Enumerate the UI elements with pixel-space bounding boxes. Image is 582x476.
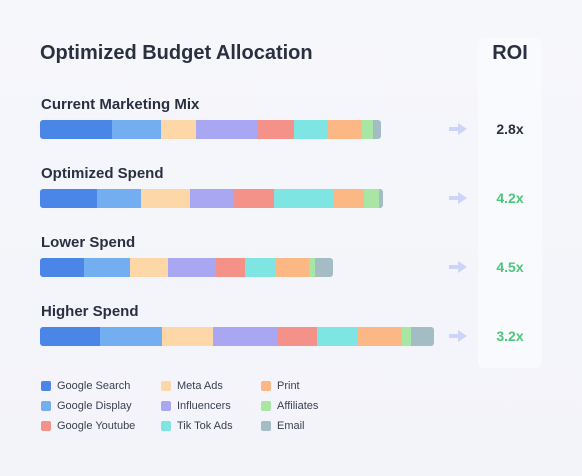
bar-segment-email xyxy=(379,189,383,208)
roi-value: 4.5x xyxy=(496,259,524,275)
legend-item-influencers: Influencers xyxy=(161,400,231,412)
bar-segment-meta-ads xyxy=(162,327,213,346)
row-label: Current Marketing Mix xyxy=(41,96,200,113)
row-label: Optimized Spend xyxy=(41,165,164,182)
legend-swatch xyxy=(161,401,171,411)
bar-segment-google-search xyxy=(40,189,97,208)
bar-segment-affiliates xyxy=(309,258,315,277)
bar-segment-google-youtube xyxy=(216,258,245,277)
legend-item-google-display: Google Display xyxy=(41,400,132,412)
row-label: Lower Spend xyxy=(41,234,136,251)
bar-segment-google-display xyxy=(97,189,141,208)
bar-segment-google-youtube xyxy=(277,327,317,346)
legend-item-tik-tok-ads: Tik Tok Ads xyxy=(161,420,233,432)
page-title: Optimized Budget Allocation xyxy=(40,42,313,64)
bar-segment-google-youtube xyxy=(257,120,294,139)
legend-label: Email xyxy=(277,420,305,432)
bar-segment-google-display xyxy=(100,327,162,346)
allocation-bar xyxy=(40,120,381,139)
bar-segment-affiliates xyxy=(362,120,373,139)
legend-swatch xyxy=(261,421,271,431)
arrow-right-icon xyxy=(449,192,467,204)
bar-segment-google-display xyxy=(84,258,130,277)
bar-segment-google-search xyxy=(40,120,112,139)
allocation-bar xyxy=(40,189,383,208)
arrow-right-icon xyxy=(449,123,467,135)
bar-segment-email xyxy=(315,258,333,277)
bar-segment-meta-ads xyxy=(130,258,168,277)
roi-value: 3.2x xyxy=(496,328,524,344)
legend-swatch xyxy=(161,381,171,391)
allocation-bar xyxy=(40,258,333,277)
bar-segment-print xyxy=(327,120,362,139)
bar-segment-google-search xyxy=(40,258,84,277)
bar-segment-email xyxy=(373,120,381,139)
bar-segment-email xyxy=(411,327,434,346)
bar-segment-tik-tok-ads xyxy=(245,258,275,277)
legend-item-print: Print xyxy=(261,380,300,392)
bar-segment-influencers xyxy=(196,120,257,139)
bar-segment-influencers xyxy=(213,327,277,346)
legend-item-meta-ads: Meta Ads xyxy=(161,380,223,392)
bar-segment-print xyxy=(334,189,364,208)
legend-swatch xyxy=(41,401,51,411)
legend-label: Google Youtube xyxy=(57,420,136,432)
allocation-bar xyxy=(40,327,434,346)
roi-header: ROI xyxy=(492,42,528,64)
bar-segment-affiliates xyxy=(402,327,411,346)
bar-segment-print xyxy=(357,327,402,346)
legend-label: Tik Tok Ads xyxy=(177,420,233,432)
legend-swatch xyxy=(261,401,271,411)
bar-segment-tik-tok-ads xyxy=(294,120,327,139)
legend-label: Meta Ads xyxy=(177,380,223,392)
bar-segment-google-youtube xyxy=(234,189,274,208)
bar-segment-tik-tok-ads xyxy=(317,327,357,346)
bar-segment-meta-ads xyxy=(161,120,196,139)
bar-segment-meta-ads xyxy=(141,189,190,208)
legend-swatch xyxy=(41,421,51,431)
legend-label: Affiliates xyxy=(277,400,319,412)
legend-label: Print xyxy=(277,380,300,392)
bar-segment-google-search xyxy=(40,327,100,346)
legend-swatch xyxy=(261,381,271,391)
legend-item-google-youtube: Google Youtube xyxy=(41,420,135,432)
bar-segment-influencers xyxy=(190,189,234,208)
bar-segment-tik-tok-ads xyxy=(274,189,334,208)
arrow-right-icon xyxy=(449,261,467,273)
arrow-right-icon xyxy=(449,330,467,342)
roi-value: 4.2x xyxy=(496,190,524,206)
legend-label: Google Search xyxy=(57,380,131,392)
legend-swatch xyxy=(41,381,51,391)
roi-column-background xyxy=(478,38,542,368)
legend-item-google-search: Google Search xyxy=(41,380,130,392)
legend-swatch xyxy=(161,421,171,431)
bar-segment-affiliates xyxy=(364,189,379,208)
legend-label: Influencers xyxy=(177,400,231,412)
row-label: Higher Spend xyxy=(41,303,139,320)
bar-segment-google-display xyxy=(112,120,161,139)
roi-value: 2.8x xyxy=(496,121,524,137)
bar-segment-print xyxy=(275,258,309,277)
legend-item-affiliates: Affiliates xyxy=(261,400,318,412)
legend-label: Google Display xyxy=(57,400,132,412)
bar-segment-influencers xyxy=(168,258,216,277)
legend-item-email: Email xyxy=(261,420,305,432)
